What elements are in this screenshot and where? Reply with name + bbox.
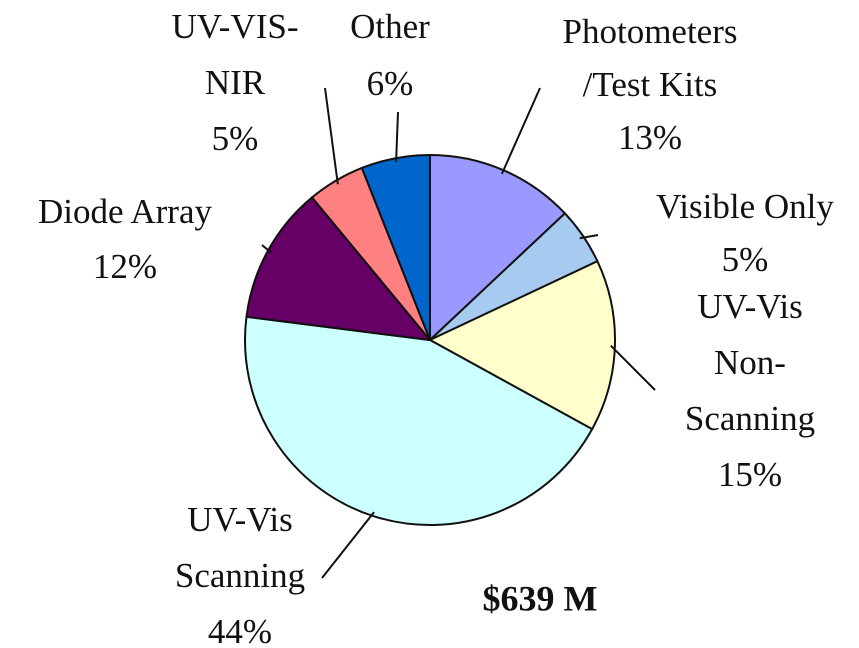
leader-line <box>610 344 656 391</box>
leader-line <box>321 511 375 579</box>
slice-label: Photometers/Test Kits <box>563 12 738 104</box>
slice-value-label: 12% <box>93 247 157 286</box>
slice-value-label: 15% <box>718 455 782 494</box>
slice-label: UV-Vis Non-Scanning <box>685 287 815 438</box>
slice-label: UV-Vis Scanning <box>175 500 305 595</box>
leader-line <box>261 244 273 254</box>
slice-value-label: 5% <box>722 240 769 279</box>
leader-line <box>579 234 599 240</box>
slice-value-label: 13% <box>618 118 682 157</box>
pie-slice <box>427 259 616 431</box>
leader-line <box>324 87 339 185</box>
slice-label: Visible Only <box>656 187 834 226</box>
slice-label: UV-VIS-NIR <box>171 7 298 102</box>
slice-value-label: 44% <box>208 612 272 648</box>
leader-line <box>500 87 541 175</box>
slice-label: Other <box>350 7 430 46</box>
slice-value-label: 6% <box>367 64 414 103</box>
slice-label: Diode Array <box>38 192 212 231</box>
total-annotation: $639 M <box>483 578 598 618</box>
pie-slice <box>244 315 594 526</box>
slice-value-label: 5% <box>212 119 259 158</box>
leader-line <box>395 111 399 163</box>
